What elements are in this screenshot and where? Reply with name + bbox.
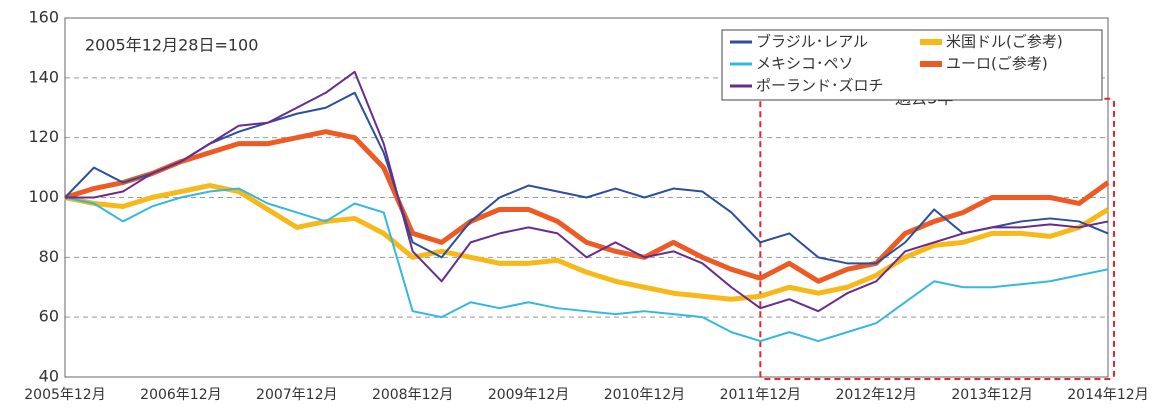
x-tick-label: 2011年12月 [720,387,801,403]
y-tick-label: 160 [28,8,59,27]
x-tick-label: 2006年12月 [140,387,221,403]
y-tick-label: 120 [28,127,59,146]
y-tick-label: 100 [28,187,59,206]
series-line [65,70,1109,313]
x-tick-label: 2009年12月 [488,387,569,403]
series-line [64,129,1110,284]
x-tick-label: 2008年12月 [372,387,453,403]
x-tick-label: 2013年12月 [951,387,1032,403]
series-line [64,187,1109,343]
period-box [759,97,1115,381]
x-tick-label: 2010年12月 [604,387,685,403]
y-tick-label: 60 [39,307,59,326]
legend-label: ポーランド･ズロチ [756,77,884,95]
x-tick-label: 2012年12月 [835,387,916,403]
series-line [64,91,1109,265]
x-tick-label: 2005年12月 [24,387,105,403]
y-tick-label: 40 [39,367,59,386]
y-tick-label: 80 [39,247,59,266]
legend-label: ブラジル･レアル [756,33,868,51]
series-line [64,183,1110,302]
x-tick-label: 2007年12月 [256,387,337,403]
legend-label: ユーロ(ご参考) [946,55,1048,73]
legend-label: 米国ドル(ご参考) [946,33,1063,51]
legend-box [721,29,1103,101]
base-note: 2005年12月28日=100 [85,36,258,55]
x-tick-label: 2014年12月 [1067,387,1148,403]
legend-label: メキシコ･ペソ [756,55,854,73]
y-tick-label: 140 [28,67,59,86]
